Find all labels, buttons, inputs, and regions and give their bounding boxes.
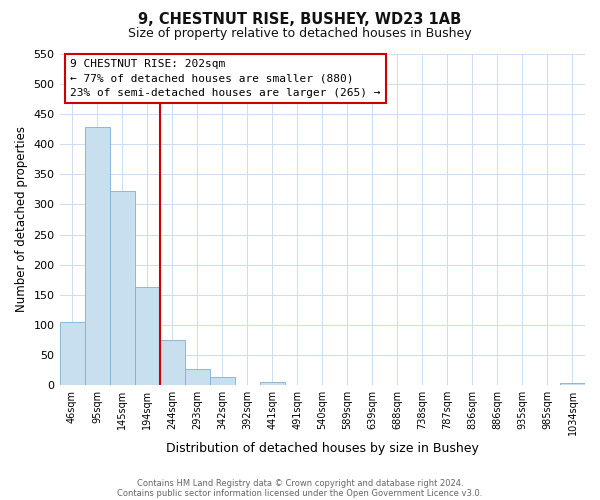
Text: Contains HM Land Registry data © Crown copyright and database right 2024.: Contains HM Land Registry data © Crown c… (137, 478, 463, 488)
X-axis label: Distribution of detached houses by size in Bushey: Distribution of detached houses by size … (166, 442, 479, 455)
Text: Size of property relative to detached houses in Bushey: Size of property relative to detached ho… (128, 28, 472, 40)
Bar (134, 288, 160, 385)
Bar (560, 382, 585, 385)
Text: Contains public sector information licensed under the Open Government Licence v3: Contains public sector information licen… (118, 488, 482, 498)
Bar (185, 368, 209, 385)
Text: 9 CHESTNUT RISE: 202sqm
← 77% of detached houses are smaller (880)
23% of semi-d: 9 CHESTNUT RISE: 202sqm ← 77% of detache… (70, 59, 380, 98)
Bar (160, 340, 185, 385)
Bar (110, 191, 134, 385)
Text: 9, CHESTNUT RISE, BUSHEY, WD23 1AB: 9, CHESTNUT RISE, BUSHEY, WD23 1AB (139, 12, 461, 28)
Bar (59, 322, 85, 385)
Bar (260, 382, 285, 385)
Y-axis label: Number of detached properties: Number of detached properties (15, 126, 28, 312)
Bar (85, 128, 110, 385)
Bar (209, 377, 235, 385)
